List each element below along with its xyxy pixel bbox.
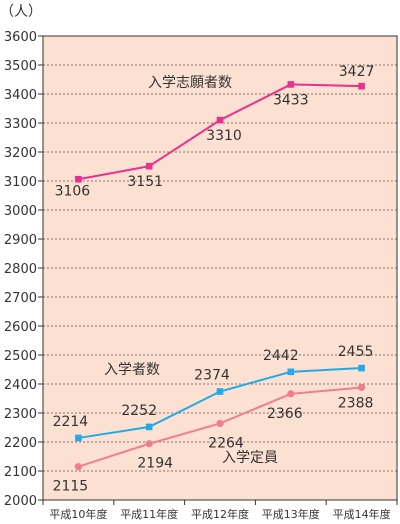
data-point xyxy=(287,390,295,398)
y-tick-label: 3300 xyxy=(4,117,37,132)
data-label: 2214 xyxy=(53,414,89,430)
y-tick-label: 3600 xyxy=(4,30,37,45)
data-label: 2194 xyxy=(137,456,173,472)
data-point xyxy=(287,81,295,88)
y-tick-label: 2200 xyxy=(4,436,37,451)
data-point xyxy=(358,364,365,372)
data-label: 3427 xyxy=(339,64,375,80)
data-label: 2115 xyxy=(53,479,89,495)
data-label: 2442 xyxy=(263,348,299,364)
data-point xyxy=(287,368,295,376)
y-tick-label: 2900 xyxy=(4,233,37,248)
series-2: 2214 2252 2374 2442 2455 入学者数 xyxy=(53,344,374,442)
data-label: 2455 xyxy=(338,344,374,360)
data-point xyxy=(145,162,153,170)
data-point xyxy=(216,388,224,395)
y-tick-label: 2000 xyxy=(4,494,37,509)
y-tick-label: 3200 xyxy=(4,146,37,161)
data-label: 3433 xyxy=(273,92,309,108)
y-tick-label: 3500 xyxy=(4,59,37,74)
data-label: 3310 xyxy=(206,128,242,144)
data-label: 2388 xyxy=(338,395,374,411)
gridlines xyxy=(43,64,397,472)
y-tick-label: 2300 xyxy=(4,407,37,422)
x-tick-label: 平成12年度 xyxy=(191,507,249,521)
data-point xyxy=(216,419,224,428)
data-label: 2366 xyxy=(267,406,303,422)
y-tick-label: 3100 xyxy=(4,175,37,190)
series-3: 2115 2194 2264 2366 2388 入学定員 xyxy=(53,383,374,495)
data-point xyxy=(358,82,365,90)
series-name-label: 入学定員 xyxy=(222,450,278,466)
data-label: 2264 xyxy=(208,435,244,451)
y-tick-label: 2100 xyxy=(4,465,37,480)
y-tick-label: 2500 xyxy=(4,349,37,364)
series-name-label: 入学者数 xyxy=(104,362,160,378)
data-point xyxy=(358,383,366,392)
y-tick-label: 2700 xyxy=(4,291,37,306)
y-axis-ticks: 2000 2100 2200 2300 2400 2500 2600 2700 2800 2900… xyxy=(4,30,43,509)
data-label: 2252 xyxy=(121,403,157,419)
data-point xyxy=(74,463,82,471)
x-tick-label: 平成14年度 xyxy=(333,507,391,521)
y-axis-unit-label: （人） xyxy=(0,4,42,20)
y-tick-label: 2400 xyxy=(4,378,37,393)
y-tick-label: 2600 xyxy=(4,320,37,335)
x-axis-ticks: 平成10年度 平成11年度 平成12年度 平成13年度 平成14年度 xyxy=(42,500,398,521)
x-tick-label: 平成11年度 xyxy=(120,507,178,521)
data-label: 2374 xyxy=(194,368,230,384)
x-tick-label: 平成10年度 xyxy=(49,507,107,521)
y-tick-label: 3400 xyxy=(4,88,37,103)
x-tick-label: 平成13年度 xyxy=(262,507,320,521)
series-group: 3106 3151 3310 3433 3427 入学志願者数 2214 2252 2374 24… xyxy=(53,64,375,494)
data-label: 3106 xyxy=(55,183,91,199)
series-1: 3106 3151 3310 3433 3427 入学志願者数 xyxy=(55,64,375,199)
data-point xyxy=(75,175,82,183)
data-label: 3151 xyxy=(127,174,163,190)
data-point xyxy=(145,423,153,431)
data-point xyxy=(75,434,82,442)
data-point xyxy=(145,440,153,448)
y-tick-label: 2800 xyxy=(4,262,37,277)
series-name-label: 入学志願者数 xyxy=(148,75,232,91)
y-tick-label: 3000 xyxy=(4,204,37,219)
data-point xyxy=(216,116,224,124)
